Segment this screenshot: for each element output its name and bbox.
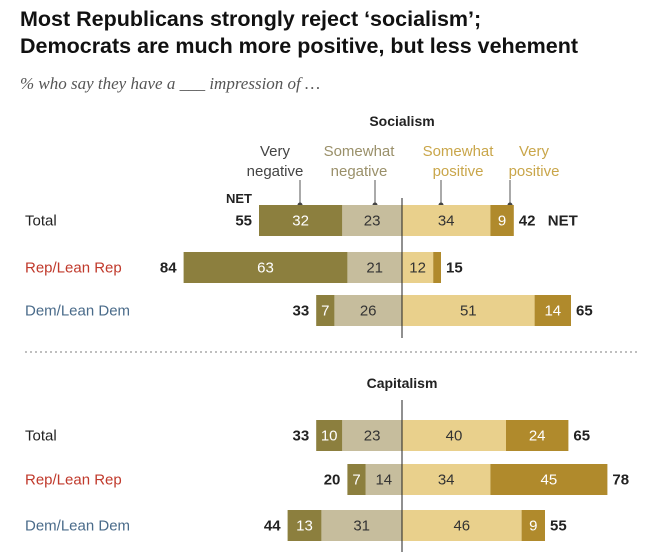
socialism-dem-lean-dem-bar-somewhat-negative — [334, 295, 402, 326]
capitalism-dem-lean-dem-value-very-positive: 9 — [529, 518, 537, 535]
capitalism-total-label: Total — [25, 428, 57, 445]
capitalism-rep-lean-rep-value-very-positive: 45 — [541, 472, 558, 489]
socialism-total-net-header-left: NET — [226, 191, 252, 206]
capitalism-total-bar-very-negative — [316, 420, 343, 451]
capitalism-panel-title: Capitalism — [367, 375, 438, 391]
capitalism-dem-lean-dem-value-somewhat-positive: 46 — [453, 518, 470, 535]
capitalism-rep-lean-rep-value-very-negative: 7 — [352, 472, 360, 489]
capitalism-dem-lean-dem-bar-very-positive — [521, 510, 545, 541]
capitalism-rep-lean-rep-bar-very-positive — [490, 464, 608, 495]
capitalism-rep-lean-rep-net-negative: 20 — [324, 472, 341, 489]
capitalism-total-net-negative: 33 — [293, 428, 310, 445]
capitalism-rep-lean-rep-bar-somewhat-positive — [402, 464, 491, 495]
socialism-dem-lean-dem-net-negative: 33 — [293, 303, 310, 320]
legend-label-very-positive-2: positive — [509, 163, 560, 180]
socialism-rep-lean-rep-net-negative: 84 — [160, 260, 177, 277]
socialism-dem-lean-dem-net-positive: 65 — [576, 303, 593, 320]
socialism-rep-lean-rep-bar-somewhat-negative — [347, 252, 402, 283]
socialism-total-label: Total — [25, 213, 57, 230]
socialism-rep-lean-rep-value-very-negative: 63 — [257, 260, 274, 277]
capitalism-total-bar-very-positive — [506, 420, 569, 451]
socialism-dem-lean-dem-bar-somewhat-positive — [402, 295, 535, 326]
capitalism-dem-lean-dem-net-negative: 44 — [264, 518, 281, 535]
legend-label-very-positive-1: Very — [519, 143, 550, 160]
capitalism-total-value-very-positive: 24 — [529, 428, 546, 445]
socialism-rep-lean-rep-bar-very-positive — [433, 252, 441, 283]
capitalism-total-value-very-negative: 10 — [321, 428, 338, 445]
title-line-1: Most Republicans strongly reject ‘social… — [20, 7, 482, 31]
socialism-rep-lean-rep-bar-somewhat-positive — [402, 252, 434, 283]
capitalism-rep-lean-rep-value-somewhat-positive: 34 — [438, 472, 455, 489]
socialism-total-bar-somewhat-negative — [342, 205, 402, 236]
legend-label-somewhat-positive-2: positive — [433, 163, 484, 180]
capitalism-dem-lean-dem-bar-very-negative — [287, 510, 322, 541]
capitalism-total-bar-somewhat-positive — [402, 420, 506, 451]
legend-label-very-negative-2: negative — [247, 163, 304, 180]
socialism-rep-lean-rep-label: Rep/Lean Rep — [25, 260, 122, 277]
capitalism-total-value-somewhat-positive: 40 — [446, 428, 463, 445]
capitalism-dem-lean-dem-value-very-negative: 13 — [296, 518, 313, 535]
socialism-total-bar-very-negative — [259, 205, 343, 236]
socialism-dem-lean-dem-label: Dem/Lean Dem — [25, 303, 130, 320]
socialism-dem-lean-dem-bar-very-negative — [316, 295, 335, 326]
capitalism-total-bar-somewhat-negative — [342, 420, 402, 451]
socialism-dem-lean-dem-bar-very-positive — [534, 295, 571, 326]
chart-title: Most Republicans strongly reject ‘social… — [20, 6, 650, 60]
socialism-total-net-positive: 42 — [519, 213, 536, 230]
socialism-rep-lean-rep-bar-very-negative — [183, 252, 348, 283]
socialism-total-net-header-right: NET — [548, 213, 578, 230]
socialism-dem-lean-dem-value-somewhat-negative: 26 — [360, 303, 377, 320]
capitalism-rep-lean-rep-bar-somewhat-negative — [365, 464, 402, 495]
capitalism-rep-lean-rep-net-positive: 78 — [612, 472, 629, 489]
socialism-rep-lean-rep-value-somewhat-negative: 21 — [366, 260, 383, 277]
socialism-dem-lean-dem-value-somewhat-positive: 51 — [460, 303, 477, 320]
socialism-total-value-very-negative: 32 — [292, 213, 309, 230]
capitalism-total-net-positive: 65 — [573, 428, 590, 445]
socialism-total-net-negative: 55 — [235, 213, 252, 230]
legend-label-somewhat-positive-1: Somewhat — [423, 143, 495, 160]
socialism-total-bar-very-positive — [490, 205, 514, 236]
capitalism-dem-lean-dem-label: Dem/Lean Dem — [25, 518, 130, 535]
socialism-total-value-somewhat-negative: 23 — [364, 213, 381, 230]
capitalism-rep-lean-rep-bar-very-negative — [347, 464, 366, 495]
title-line-2: Democrats are much more positive, but le… — [20, 34, 579, 58]
socialism-total-value-somewhat-positive: 34 — [438, 213, 455, 230]
socialism-dem-lean-dem-value-very-negative: 7 — [321, 303, 329, 320]
legend-label-somewhat-negative-2: negative — [331, 163, 388, 180]
legend-label-very-negative-1: Very — [260, 143, 291, 160]
socialism-total-bar-somewhat-positive — [402, 205, 491, 236]
capitalism-dem-lean-dem-bar-somewhat-negative — [321, 510, 402, 541]
socialism-rep-lean-rep-net-positive: 15 — [446, 260, 463, 277]
socialism-total-value-very-positive: 9 — [498, 213, 506, 230]
capitalism-total-value-somewhat-negative: 23 — [364, 428, 381, 445]
socialism-dem-lean-dem-value-very-positive: 14 — [544, 303, 561, 320]
capitalism-dem-lean-dem-net-positive: 55 — [550, 518, 567, 535]
capitalism-rep-lean-rep-value-somewhat-negative: 14 — [375, 472, 392, 489]
socialism-rep-lean-rep-value-somewhat-positive: 12 — [409, 260, 426, 277]
legend-label-somewhat-negative-1: Somewhat — [324, 143, 396, 160]
capitalism-dem-lean-dem-value-somewhat-negative: 31 — [353, 518, 370, 535]
capitalism-rep-lean-rep-label: Rep/Lean Rep — [25, 472, 122, 489]
capitalism-dem-lean-dem-bar-somewhat-positive — [402, 510, 522, 541]
chart-subtitle: % who say they have a ___ impression of … — [20, 74, 321, 93]
socialism-panel-title: Socialism — [369, 113, 434, 129]
